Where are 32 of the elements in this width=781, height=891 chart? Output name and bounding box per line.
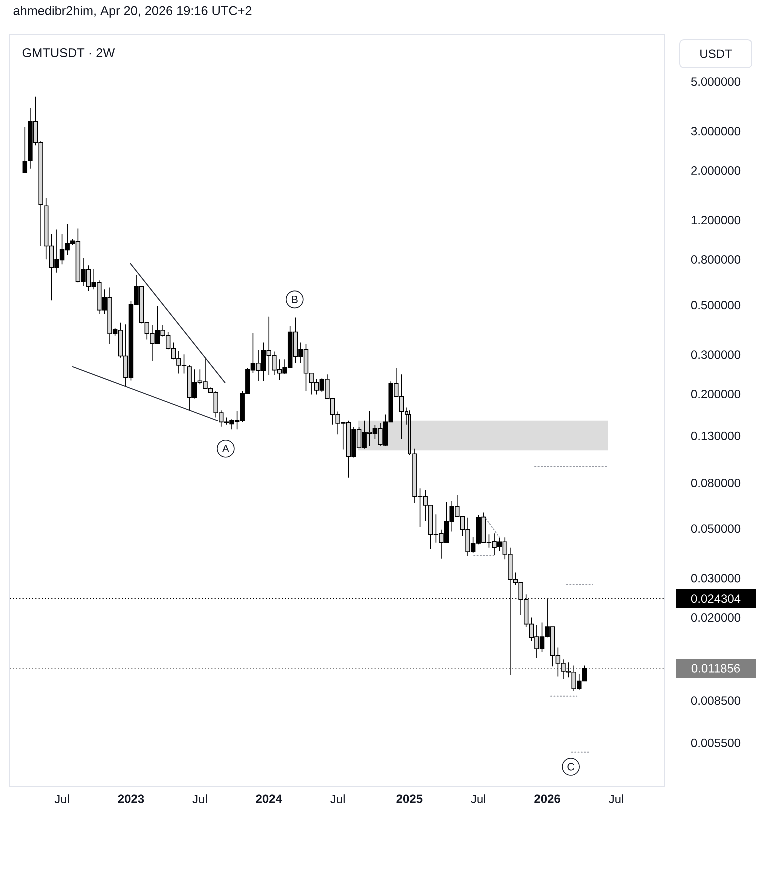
x-tick-label: Jul: [330, 794, 345, 804]
y-axis-title: USDT: [700, 50, 732, 58]
y-tick-label: 0.005500: [691, 738, 741, 748]
y-tick-label: 0.200000: [691, 390, 741, 399]
y-tick-label: 0.050000: [691, 524, 741, 534]
y-tick-label: 0.300000: [691, 350, 741, 360]
y-tick-label: 2.000000: [692, 166, 741, 176]
y-tick-label: 0.080000: [691, 478, 741, 488]
y-tick-label: 0.008500: [691, 696, 741, 706]
ref-line-label: 0.024304: [691, 594, 741, 604]
x-tick-label: Jul: [54, 794, 70, 804]
x-tick-label: 2025: [396, 794, 423, 804]
text: ahmedibr2him, Apr 20, 2026 19:16 UTC+2: [14, 6, 252, 18]
x-tick-label: Jul: [609, 794, 624, 804]
y-tick-label: 0.130000: [691, 432, 741, 440]
x-tick-label: Jul: [471, 794, 486, 804]
annotation: B: [292, 296, 298, 304]
y-tick-label: 0.800000: [691, 255, 741, 264]
ref-line-label: 0.011856: [692, 664, 740, 673]
y-tick-label: 5.000000: [691, 78, 741, 86]
y-tick-label: 1.200000: [692, 216, 741, 225]
y-tick-label: 3.000000: [691, 127, 741, 136]
x-tick-label: 2026: [534, 794, 560, 804]
annotation: A: [222, 445, 230, 453]
x-tick-label: Jul: [192, 794, 208, 804]
x-tick-label: 2024: [256, 794, 282, 804]
text: GMTUSDT · 2W: [22, 48, 116, 58]
y-tick-label: 0.030000: [691, 574, 741, 583]
y-tick-label: 0.020000: [691, 614, 741, 622]
y-tick-label: 0.500000: [691, 301, 741, 310]
x-tick-label: 2023: [118, 794, 144, 804]
annotation: C: [568, 763, 575, 771]
